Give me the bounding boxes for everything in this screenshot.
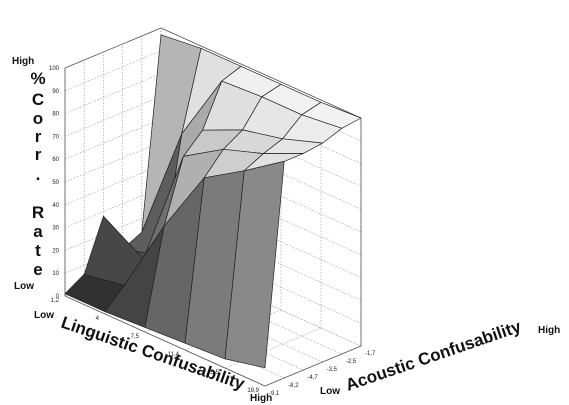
z-tick-label: 90 — [52, 89, 59, 95]
z-tick-label: 20 — [52, 248, 59, 254]
z-high-label: High — [12, 56, 34, 67]
left-wall-gridline — [64, 96, 162, 137]
z-low-label: Low — [14, 281, 34, 292]
y-tick-label: 15,5 — [207, 370, 219, 376]
x-tick-label: -1,7 — [365, 351, 376, 357]
x-high-label: High — [538, 325, 560, 336]
z-label-char: C — [32, 90, 44, 109]
y-low-label: Low — [34, 310, 54, 321]
y-high-label: High — [250, 393, 272, 404]
x-tick-label: -8,2 — [288, 383, 299, 389]
z-label-char: t — [35, 241, 41, 260]
z-label-char: r — [35, 145, 42, 164]
z-label-char: r — [35, 127, 42, 146]
axis-frame-edge — [64, 27, 162, 69]
left-wall-gridline — [64, 73, 162, 114]
z-tick-label: 30 — [52, 226, 59, 232]
z-label-char: o — [33, 109, 43, 128]
axis-frame-edge — [64, 295, 266, 387]
y-tick-label: 1,2 — [51, 298, 60, 304]
x-tick-label: -9,1 — [269, 391, 280, 397]
axis-frame-edge — [160, 27, 362, 119]
z-tick-label: 80 — [52, 112, 59, 118]
z-tick-label: 60 — [52, 157, 59, 163]
y-tick-label: 7,5 — [131, 334, 140, 340]
left-wall-gridline — [64, 118, 162, 160]
z-label-char: % — [30, 69, 45, 88]
left-wall-gridline — [64, 164, 162, 206]
y-tick-label: 19,9 — [247, 388, 259, 394]
z-tick-label: 40 — [52, 203, 59, 209]
z-label-char: a — [33, 222, 43, 241]
x-tick-label: -4,7 — [307, 375, 318, 381]
x-tick-label: -3,5 — [327, 367, 338, 373]
x-low-label: Low — [320, 386, 340, 397]
z-label-char: e — [33, 260, 42, 279]
left-wall-gridline — [64, 187, 162, 228]
z-label-char: R — [32, 203, 44, 222]
z-tick-label: 100 — [49, 66, 60, 72]
z-tick-label: 0 — [56, 294, 60, 300]
surface-patch — [224, 161, 285, 369]
y-tick-label: 11,4 — [168, 352, 180, 358]
left-wall-gridline — [64, 50, 162, 92]
z-label-char: . — [36, 165, 41, 184]
z-axis-title: % C o r r . R a t e — [30, 69, 45, 279]
z-tick-label: 50 — [52, 180, 59, 186]
left-wall-gridline — [64, 141, 162, 183]
z-tick-label: 10 — [52, 271, 59, 277]
axis-frame-edge — [264, 345, 362, 387]
y-tick-label: 4 — [96, 316, 100, 322]
x-tick-label: -2,5 — [346, 359, 357, 365]
z-tick-label: 70 — [52, 134, 59, 140]
tick-labels: 0 10 20 30 40 50 60 70 80 90 100 1,2 4 7,5 11,4 15,5 19,… — [49, 66, 376, 397]
surface-plot — [64, 34, 362, 369]
